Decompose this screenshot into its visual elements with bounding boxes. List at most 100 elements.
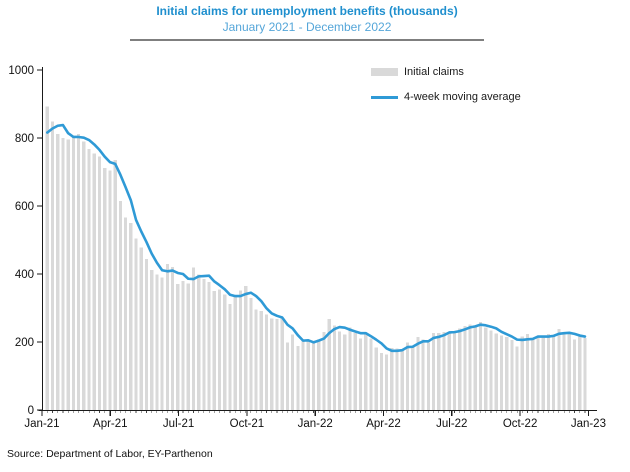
moving-average-line [45,123,587,353]
claims-bar [520,336,524,410]
claims-bar [217,289,222,410]
claims-bar [77,133,81,411]
chart-subtitle: January 2021 - December 2022 [222,20,392,34]
claims-bar [296,346,300,410]
claims-bar [510,339,514,410]
claims-bar [416,336,420,410]
claims-bar [567,332,571,410]
y-tick-label: 800 [15,133,34,145]
claims-bar [374,347,378,410]
claims-bar [552,335,556,410]
claims-bar [572,339,577,410]
claims-bar [463,326,467,410]
claims-bar [557,329,561,410]
claims-bar [452,331,457,410]
claims-bar [244,286,248,410]
claims-bar [155,274,159,410]
claims-bar [348,327,352,410]
claims-bar [56,133,60,411]
claims-bar [437,332,441,410]
claims-bar [541,336,545,410]
claims-bar [139,247,143,410]
claims-bar [478,321,483,410]
claims-bar [50,121,55,411]
claims-bar [405,342,410,410]
x-tick-label: Jan-23 [571,418,606,430]
claims-bar [358,338,363,410]
claims-bar [468,324,472,410]
claims-bar [238,290,243,410]
claims-bar [531,338,535,410]
claims-bar [233,296,237,410]
claims-bar [338,331,342,410]
x-tick-label: Jan-21 [24,418,59,430]
claims-bar [369,338,373,410]
claims-bar [411,346,415,410]
claims-bar [301,339,305,410]
claims-bar [228,303,232,410]
claims-bar [97,156,102,410]
claims-bar [421,339,425,410]
x-tick-label: Jul-22 [436,418,467,430]
claims-bar [285,342,290,410]
claims-bar [129,223,133,410]
claims-bar [546,334,551,410]
claims-bar [124,217,128,410]
claims-bar [578,336,582,410]
y-tick-label: 0 [28,405,34,417]
bar-swatch-icon [371,68,398,76]
claims-bar [390,348,394,410]
claims-bar [270,318,274,410]
chart-legend: Initial claims 4-week moving average [371,65,521,115]
claims-bar [113,160,117,410]
claims-bar [536,336,540,410]
claims-bar [291,334,295,410]
claims-bar [499,335,504,410]
source-note: Source: Department of Labor, EY-Partheno… [7,448,213,460]
x-tick-label: Jan-22 [298,418,333,430]
claims-bar [379,352,383,410]
claims-bar [181,280,185,410]
claims-bar [431,333,436,410]
claims-bar [343,334,347,410]
x-tick-label: Oct-22 [503,418,538,430]
claims-bar [202,279,206,410]
claims-bar [562,334,566,410]
claims-bar [66,139,70,410]
chart-title: Initial claims for unemployment benefits… [156,4,458,18]
claims-bar [458,328,462,410]
claims-bar [249,298,253,410]
claims-bar [494,333,498,410]
legend-label: Initial claims [404,66,464,78]
claims-bar [223,294,227,410]
claims-bar [144,259,149,410]
y-tick-label: 1000 [8,65,34,77]
x-tick-label: Apr-21 [93,418,128,430]
title-divider [130,39,484,41]
claims-bar [327,319,331,410]
claims-bar [71,136,75,411]
claims-bar [118,200,122,410]
claims-bar [82,141,86,410]
claims-bar [275,319,279,410]
claims-bar [515,346,519,410]
claims-bar [92,153,96,411]
claims-bar [489,330,493,410]
claims-bar [176,284,180,410]
claims-bar [525,334,530,410]
claims-bar [134,238,138,410]
claims-bar [484,327,488,410]
x-tick-label: Jul-21 [163,418,194,430]
legend-item-moving-average: 4-week moving average [371,90,521,104]
claims-bar [259,311,263,410]
y-tick-label: 200 [15,337,34,349]
claims-bar [212,291,216,410]
line-swatch-icon [371,95,398,99]
x-minor-ticks [46,411,586,414]
initial-claims-bars [45,106,587,411]
y-tick-label: 400 [15,269,34,281]
claims-bar [583,337,587,410]
claims-bar [191,267,196,410]
